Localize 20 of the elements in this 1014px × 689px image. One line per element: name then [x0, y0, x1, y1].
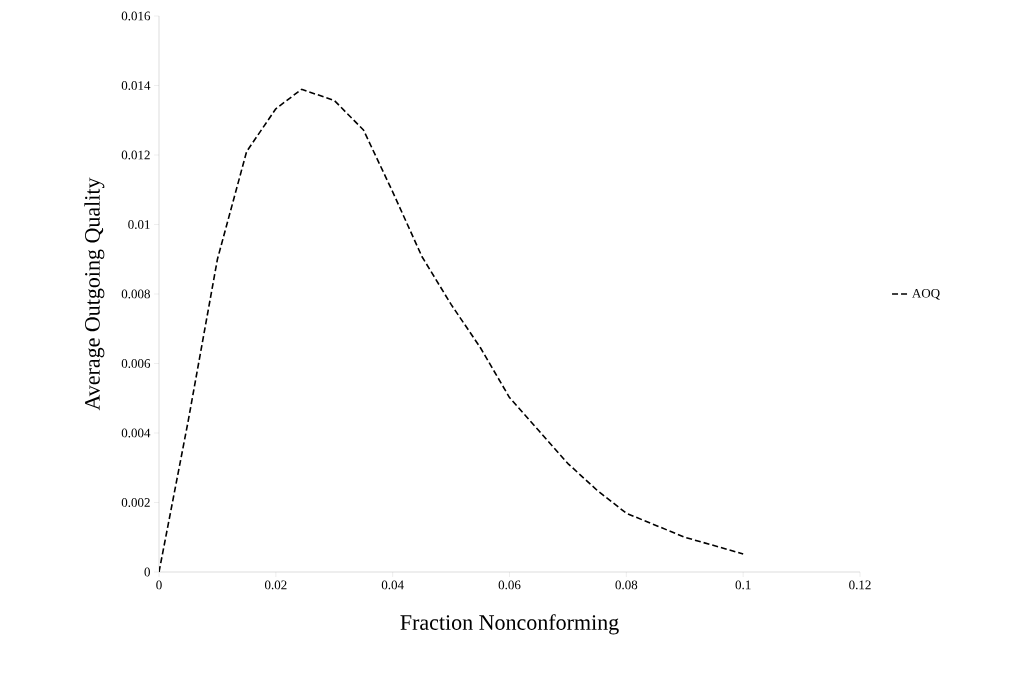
y-tick-label: 0.002 — [121, 498, 150, 507]
y-tick-label: 0.008 — [121, 289, 150, 299]
y-tick-label: 0.016 — [121, 11, 151, 21]
y-tick-label: 0.012 — [121, 150, 150, 160]
y-tick-label: 0.014 — [121, 81, 151, 90]
legend-label: AOQ — [912, 288, 940, 300]
x-tick-label: 0.06 — [498, 580, 521, 590]
x-tick-label: 0 — [156, 580, 162, 590]
x-axis-title: Fraction Nonconforming — [400, 614, 619, 635]
y-tick-label: 0.004 — [121, 428, 151, 438]
x-tick-label: 0.02 — [264, 580, 287, 590]
x-tick-label: 0.1 — [735, 580, 751, 590]
x-tick-label: 0.08 — [615, 580, 638, 590]
y-tick-label: 0.006 — [121, 359, 151, 368]
x-tick-label: 0.12 — [849, 580, 871, 590]
y-tick-label: 0.01 — [128, 220, 150, 229]
line-series — [159, 88, 744, 572]
y-axis-title: Average Outgoing Quality — [84, 177, 105, 411]
y-tick-label: 0 — [144, 567, 150, 577]
x-tick-label: 0.04 — [381, 580, 404, 590]
